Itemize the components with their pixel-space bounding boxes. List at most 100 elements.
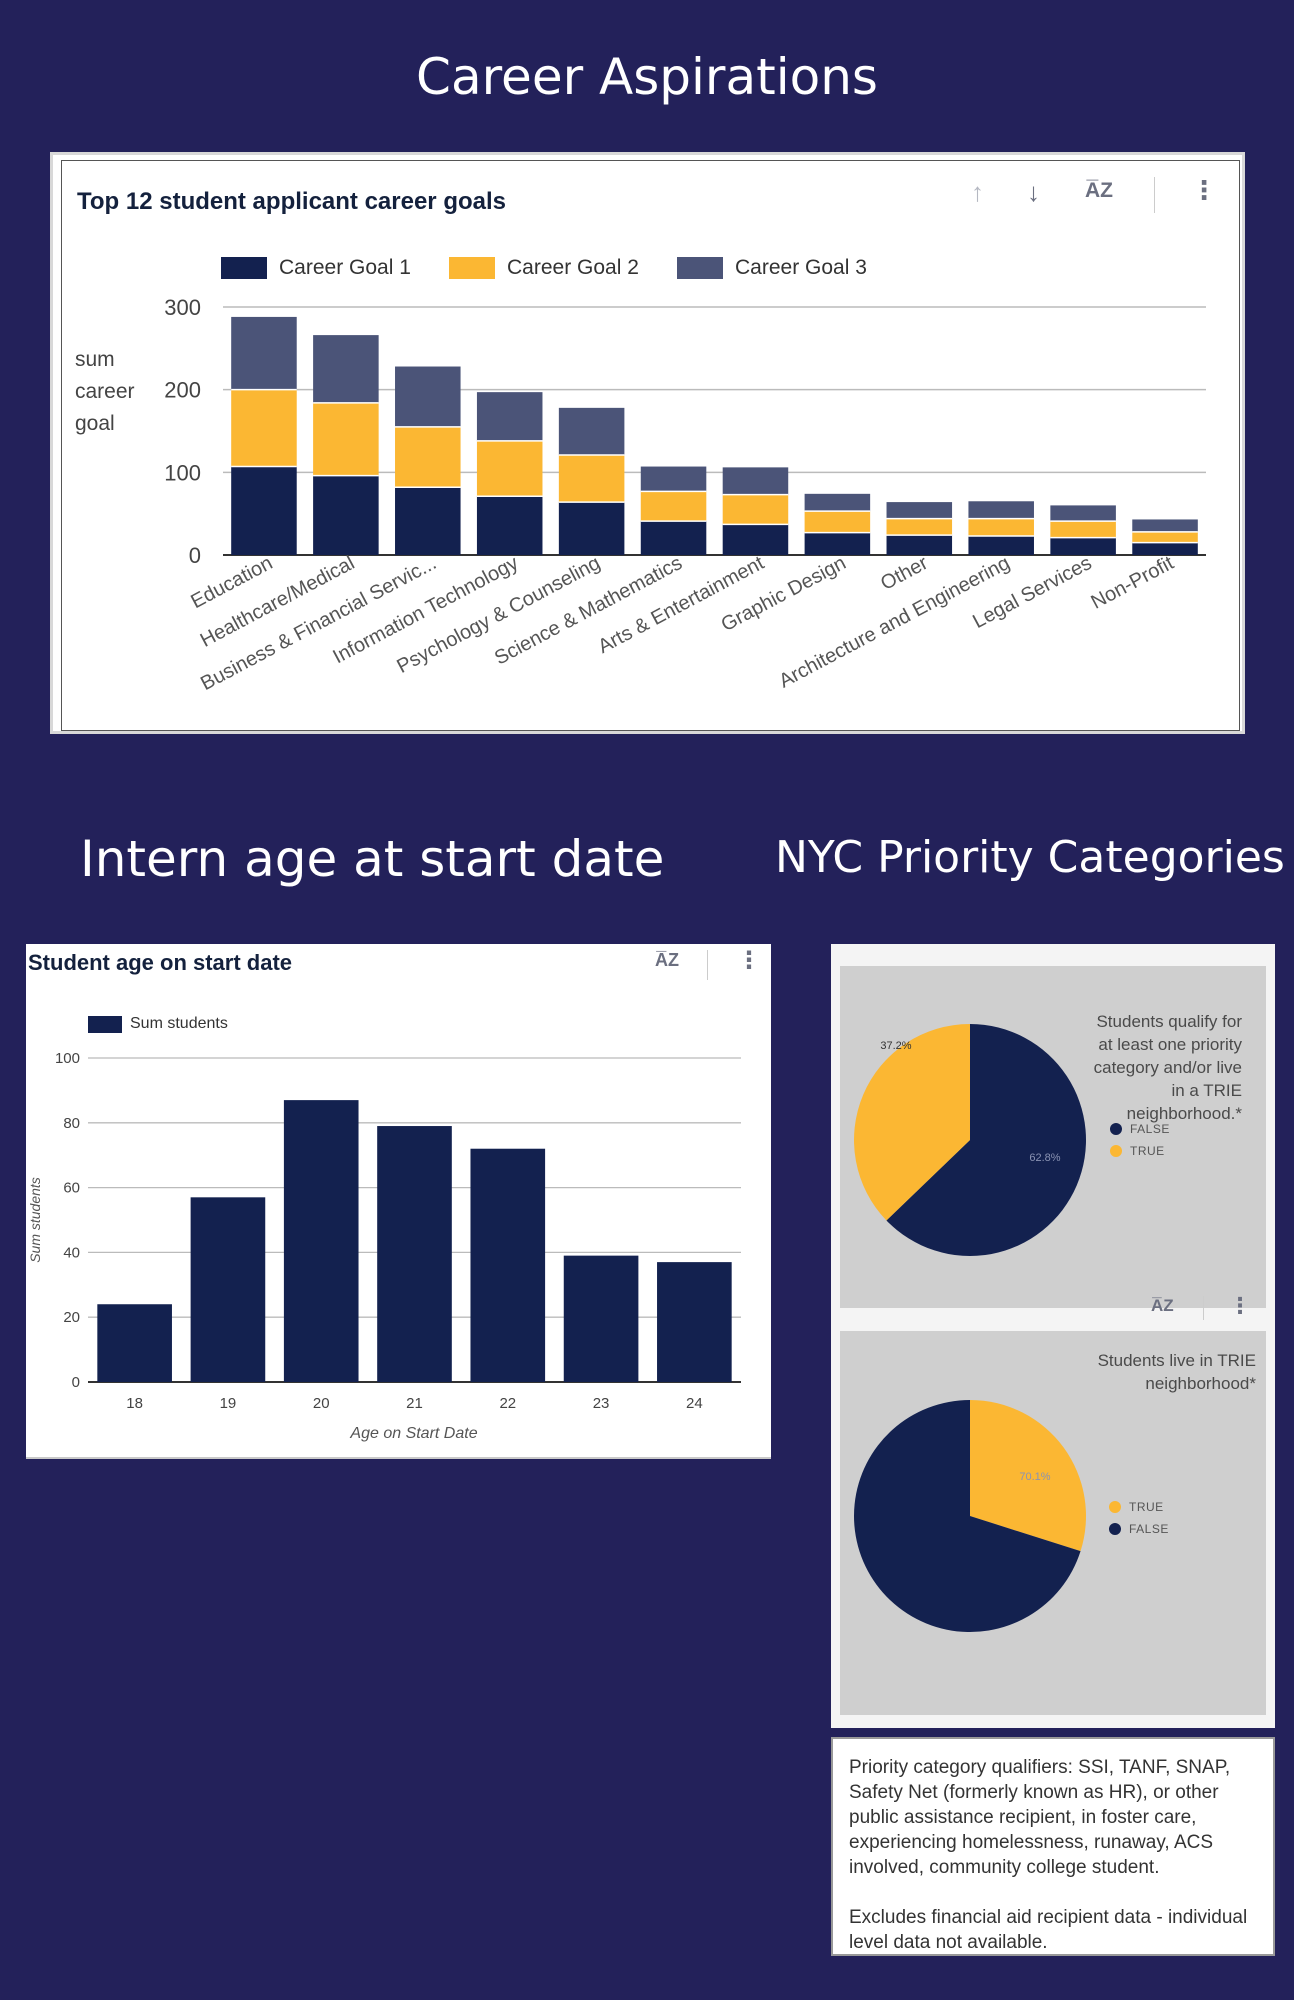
bar-segment bbox=[804, 493, 871, 512]
y-tick-label: 100 bbox=[164, 460, 201, 485]
x-tick-label: Non-Profit bbox=[1088, 552, 1178, 614]
bar-segment bbox=[395, 366, 461, 427]
y-tick-label: 0 bbox=[189, 543, 201, 568]
x-tick-label: 23 bbox=[593, 1395, 610, 1412]
bar-segment bbox=[640, 491, 707, 522]
arrow-up-icon[interactable]: ↑ bbox=[971, 177, 984, 207]
pie-slice-label: 62.8% bbox=[1029, 1152, 1060, 1164]
bar-segment bbox=[313, 402, 379, 476]
pie-chart-trie: 29.9%70.1% bbox=[854, 1400, 1086, 1632]
more-vertical-icon[interactable]: ⋮ bbox=[1191, 175, 1217, 205]
pie2-caption-line: Students live in TRIE bbox=[1097, 1351, 1256, 1370]
y-tick-label: 80 bbox=[63, 1115, 80, 1132]
pie-slice bbox=[854, 1024, 970, 1221]
sort-az-icon[interactable]: A̅Z bbox=[655, 950, 679, 970]
career-heading: Career Aspirations bbox=[416, 48, 878, 106]
y-tick-label: 100 bbox=[55, 1050, 80, 1067]
pie2-legend-true: TRUE bbox=[1109, 1496, 1169, 1518]
bar-segment bbox=[640, 521, 707, 555]
x-tick-label: 20 bbox=[313, 1395, 330, 1412]
pie1-caption-line: neighborhood.* bbox=[1126, 1104, 1242, 1123]
sort-az-icon[interactable]: A̅Z bbox=[1151, 1296, 1174, 1315]
y-tick-label: 60 bbox=[63, 1180, 80, 1197]
x-tick-label: 22 bbox=[499, 1395, 516, 1412]
bar-segment bbox=[476, 392, 543, 441]
bar-segment bbox=[1132, 531, 1198, 543]
legend-career-goal-2: Career Goal 2 bbox=[449, 256, 639, 280]
y-tick-label: 0 bbox=[72, 1374, 80, 1391]
legend-swatch bbox=[221, 257, 267, 279]
bar-segment bbox=[1132, 519, 1198, 532]
bar-segment bbox=[886, 535, 953, 555]
bar bbox=[470, 1148, 546, 1382]
y-axis-label: sum bbox=[75, 348, 115, 371]
x-tick-label: Other bbox=[877, 552, 932, 595]
bar-segment bbox=[722, 524, 789, 555]
bar bbox=[563, 1255, 639, 1382]
pie1-caption: Students qualify for at least one priori… bbox=[1094, 1010, 1242, 1125]
nyc-heading: NYC Priority Categories bbox=[775, 832, 1285, 883]
legend-label: Sum students bbox=[130, 1015, 228, 1032]
pie-slice bbox=[886, 1024, 1086, 1256]
bar-segment bbox=[886, 502, 953, 519]
toolbar-divider bbox=[1203, 1296, 1204, 1320]
bar-segment bbox=[722, 494, 789, 525]
bar-segment bbox=[1132, 542, 1198, 555]
bar-segment bbox=[313, 475, 379, 555]
pie1-legend-label: TRUE bbox=[1130, 1144, 1165, 1158]
bar-segment bbox=[968, 535, 1034, 555]
y-tick-label: 40 bbox=[63, 1244, 80, 1261]
bar-segment bbox=[476, 496, 543, 555]
bar-segment bbox=[313, 335, 379, 403]
y-axis-label: career bbox=[75, 380, 135, 403]
sort-az-icon[interactable]: A̅Z bbox=[1085, 179, 1113, 202]
age-chart-title: Student age on start date bbox=[28, 950, 293, 975]
bar bbox=[283, 1100, 359, 1382]
pie-chart-priority: 62.8% 37.2% bbox=[854, 1024, 1086, 1256]
x-axis-label: Age on Start Date bbox=[349, 1425, 477, 1442]
bar bbox=[190, 1197, 266, 1382]
pie-slice bbox=[854, 1400, 1081, 1632]
more-vertical-icon[interactable]: ⋮ bbox=[1229, 1293, 1251, 1318]
bar bbox=[377, 1126, 452, 1382]
pie1-legend-label: FALSE bbox=[1130, 1122, 1170, 1136]
pie2-caption-line: neighborhood* bbox=[1145, 1374, 1256, 1393]
pie1-caption-line: category and/or live bbox=[1093, 1058, 1242, 1077]
bar bbox=[97, 1304, 172, 1382]
arrow-down-icon[interactable]: ↓ bbox=[1027, 177, 1040, 207]
pie1-legend: FALSE TRUE bbox=[1110, 1118, 1170, 1162]
legend-sum-students: Sum students bbox=[88, 1015, 228, 1033]
toolbar-divider bbox=[1154, 177, 1155, 213]
bar-segment bbox=[640, 466, 707, 492]
y-axis-label: goal bbox=[75, 412, 115, 435]
bar-segment bbox=[968, 518, 1034, 536]
toolbar-divider bbox=[707, 950, 708, 980]
more-vertical-icon[interactable]: ⋮ bbox=[737, 947, 761, 974]
pie-panel-trie: Students live in TRIE neighborhood* TRUE… bbox=[840, 1331, 1266, 1715]
pie2-legend-label: TRUE bbox=[1129, 1500, 1164, 1514]
bar-segment bbox=[231, 389, 297, 467]
pie1-caption-line: at least one priority bbox=[1098, 1035, 1242, 1054]
nyc-priority-card: Students qualify for at least one priori… bbox=[831, 944, 1275, 1728]
career-goals-chart: 0100200300sumcareergoalEducationHealthca… bbox=[75, 295, 1206, 695]
x-tick-label: 19 bbox=[220, 1395, 237, 1412]
bar-segment bbox=[395, 426, 461, 488]
bar-segment bbox=[476, 440, 543, 497]
bar-segment bbox=[558, 407, 625, 455]
bar-segment bbox=[722, 467, 789, 495]
legend-career-goal-3: Career Goal 3 bbox=[677, 256, 867, 280]
y-tick-label: 300 bbox=[164, 295, 201, 320]
bar-segment bbox=[558, 502, 625, 555]
pie1-caption-line: Students qualify for bbox=[1096, 1012, 1242, 1031]
bar-segment bbox=[1050, 521, 1116, 538]
pie1-caption-line: in a TRIE bbox=[1171, 1081, 1242, 1100]
legend-career-goal-1: Career Goal 1 bbox=[221, 256, 411, 280]
note-excludes: Excludes financial aid recipient data - … bbox=[849, 1907, 1248, 1953]
bar-segment bbox=[968, 501, 1034, 519]
pie1-legend-false: FALSE bbox=[1110, 1118, 1170, 1140]
pie-slice-label: 70.1% bbox=[1019, 1471, 1050, 1483]
bar bbox=[657, 1262, 732, 1382]
pie-slice-label: 37.2% bbox=[880, 1040, 911, 1052]
pie-panel-priority: Students qualify for at least one priori… bbox=[840, 966, 1266, 1308]
age-card: Student age on start date A̅Z ⋮ Sum stud… bbox=[26, 944, 771, 1459]
